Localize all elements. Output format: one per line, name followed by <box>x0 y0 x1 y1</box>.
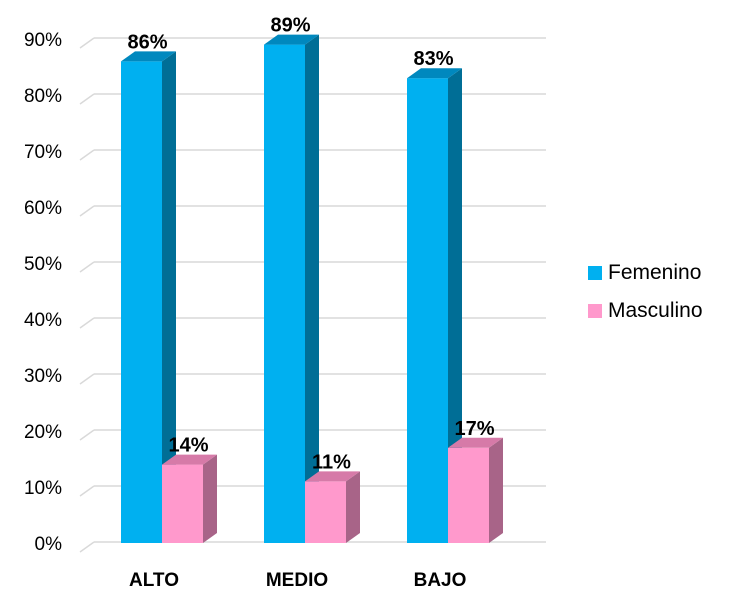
y-tick-label: 50% <box>24 254 62 275</box>
bar-side-femenino-alto <box>162 51 176 544</box>
y-tick-label: 90% <box>24 30 62 51</box>
bar-side-masculino-alto <box>203 454 217 543</box>
gridline-diag <box>79 205 95 217</box>
bar-top-masculino-alto <box>162 454 217 465</box>
y-tick-label: 30% <box>24 366 62 387</box>
bar-masculino-medio <box>305 481 346 543</box>
legend-label-masculino: Masculino <box>608 299 703 322</box>
gridline-diag <box>79 485 95 497</box>
bar-side-femenino-bajo <box>448 68 462 543</box>
bar-masculino-alto <box>162 464 203 543</box>
data-label-femenino-medio: 89% <box>270 15 310 37</box>
legend-swatch-femenino <box>588 266 602 280</box>
gridline-diag <box>79 37 95 49</box>
y-tick-label: 60% <box>24 198 62 219</box>
bar-side-femenino-medio <box>305 34 319 543</box>
gridline-diag <box>79 373 95 385</box>
bar-top-femenino-bajo <box>407 68 462 79</box>
x-category-label: BAJO <box>414 570 467 589</box>
gridline-diag <box>79 541 95 553</box>
gridline-diag <box>79 261 95 273</box>
bar-side-masculino-medio <box>346 471 360 543</box>
y-tick-label: 20% <box>24 422 62 443</box>
x-category-label: MEDIO <box>266 570 328 589</box>
y-tick-label: 70% <box>24 142 62 163</box>
gridline-diag <box>79 93 95 105</box>
bar-top-masculino-medio <box>305 471 360 482</box>
data-label-masculino-alto: 14% <box>168 435 208 457</box>
x-category-label: ALTO <box>129 570 179 589</box>
gridline-diag <box>79 149 95 161</box>
data-label-masculino-bajo: 17% <box>454 418 494 440</box>
legend: Femenino Masculino <box>588 261 703 338</box>
legend-swatch-masculino <box>588 304 602 318</box>
y-tick-label: 40% <box>24 310 62 331</box>
data-label-femenino-alto: 86% <box>127 31 167 53</box>
bar-femenino-bajo <box>407 78 448 543</box>
data-label-masculino-medio: 11% <box>312 451 351 473</box>
bar-top-masculino-bajo <box>448 437 503 448</box>
legend-item-masculino: Masculino <box>588 299 703 322</box>
y-tick-label: 80% <box>24 86 62 107</box>
bar-masculino-bajo <box>448 447 489 543</box>
data-label-femenino-bajo: 83% <box>413 48 453 70</box>
gridline-diag <box>79 429 95 441</box>
bar-side-masculino-bajo <box>489 437 503 543</box>
legend-label-femenino: Femenino <box>608 261 702 284</box>
bar-top-femenino-alto <box>121 51 176 62</box>
y-tick-label: 0% <box>35 534 63 555</box>
bar-femenino-medio <box>264 44 305 543</box>
bar-femenino-alto <box>121 61 162 544</box>
gridline-diag <box>79 317 95 329</box>
y-tick-label: 10% <box>24 478 62 499</box>
bar-top-femenino-medio <box>264 34 319 45</box>
legend-item-femenino: Femenino <box>588 261 703 284</box>
